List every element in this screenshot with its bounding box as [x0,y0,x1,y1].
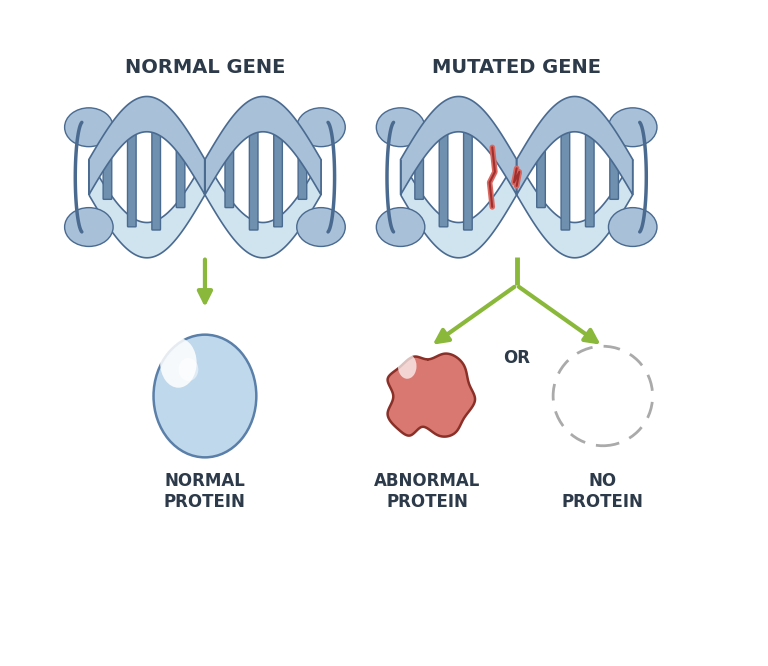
Ellipse shape [154,334,257,458]
Ellipse shape [376,208,425,246]
Ellipse shape [65,208,113,246]
Polygon shape [205,97,321,194]
FancyBboxPatch shape [464,125,472,230]
Polygon shape [401,97,516,194]
Ellipse shape [296,108,346,147]
Ellipse shape [376,108,425,147]
Text: NO
PROTEIN: NO PROTEIN [562,472,644,511]
Polygon shape [205,159,321,258]
FancyBboxPatch shape [273,127,283,227]
Ellipse shape [296,208,346,246]
Text: OR: OR [503,349,530,367]
Ellipse shape [65,108,113,147]
Text: ABNORMAL
PROTEIN: ABNORMAL PROTEIN [374,472,480,511]
Ellipse shape [608,108,657,147]
FancyBboxPatch shape [225,147,233,208]
FancyBboxPatch shape [152,125,161,230]
FancyBboxPatch shape [200,168,209,186]
Polygon shape [517,97,633,194]
Text: MUTATED GENE: MUTATED GENE [432,58,601,77]
Polygon shape [517,159,633,258]
FancyBboxPatch shape [610,155,618,199]
FancyBboxPatch shape [127,127,136,227]
FancyBboxPatch shape [537,147,545,208]
FancyBboxPatch shape [176,147,185,208]
FancyBboxPatch shape [439,127,448,227]
Polygon shape [401,160,516,258]
Polygon shape [388,354,475,437]
Ellipse shape [178,358,198,381]
FancyBboxPatch shape [298,155,306,199]
FancyBboxPatch shape [103,155,112,199]
FancyBboxPatch shape [250,125,258,230]
FancyBboxPatch shape [415,155,423,199]
Ellipse shape [161,338,197,388]
FancyBboxPatch shape [585,127,594,227]
Ellipse shape [608,208,657,246]
FancyBboxPatch shape [561,125,570,230]
Text: NORMAL GENE: NORMAL GENE [124,58,285,77]
Polygon shape [89,160,205,258]
Text: NORMAL
PROTEIN: NORMAL PROTEIN [164,472,246,511]
Ellipse shape [553,346,653,446]
Polygon shape [89,97,205,194]
Ellipse shape [398,354,416,379]
